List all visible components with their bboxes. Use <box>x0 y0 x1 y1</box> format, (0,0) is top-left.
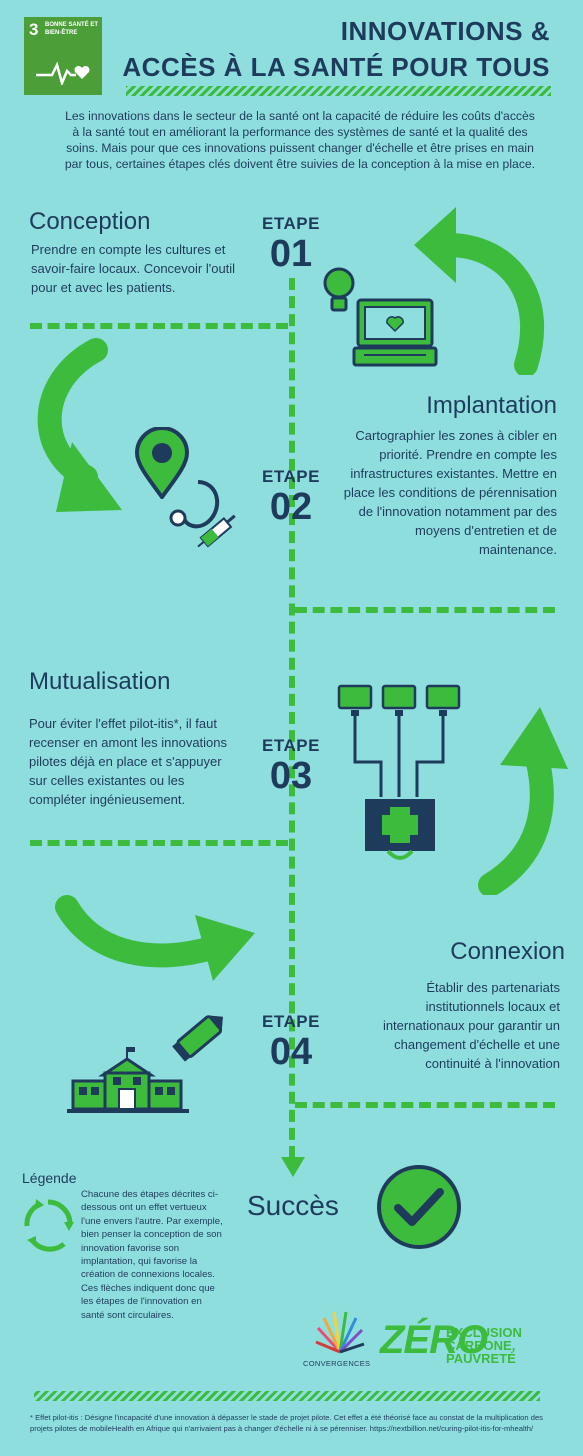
zero-logo-lines: EXCLUSION CARBONE, PAUVRETÉ <box>446 1326 522 1365</box>
syringe-icon <box>197 514 236 548</box>
step-4-marker: ETAPE 04 <box>252 1012 330 1072</box>
step-4-number: 04 <box>269 1031 313 1073</box>
separator-4 <box>295 1102 555 1108</box>
step-2-marker: ETAPE 02 <box>252 467 330 527</box>
step-4-label: ETAPE <box>262 1012 320 1031</box>
step-2-label: ETAPE <box>262 467 320 486</box>
step-4-heading: Connexion <box>450 938 565 965</box>
success-label: Succès <box>247 1190 339 1221</box>
sdg-label: BONNE SANTÉ ET BIEN-ÊTRE <box>45 22 99 36</box>
arrow-up-left-icon <box>414 207 545 375</box>
pencil-icon <box>172 1015 223 1062</box>
intro-text: Les innovations dans le secteur de la sa… <box>64 109 536 171</box>
map-pin-icon <box>134 427 190 499</box>
lightbulb-icon <box>323 267 355 312</box>
zero-line-1: EXCLUSION <box>446 1325 522 1340</box>
laptop-icon <box>352 298 438 367</box>
step-2-heading: Implantation <box>426 392 557 419</box>
separator-2 <box>295 607 555 613</box>
step-2-number: 02 <box>269 486 313 528</box>
zero-line-2: CARBONE, <box>446 1338 516 1353</box>
check-icon <box>377 1165 461 1249</box>
page-title-line2: ACCÈS À LA SANTÉ POUR TOUS <box>122 52 550 82</box>
step-1-marker: ETAPE 01 <box>252 214 330 274</box>
legend-title: Légende <box>22 1170 77 1186</box>
step-3-text: Pour éviter l'effet pilot-itis*, il faut… <box>29 716 228 807</box>
step-4-text: Établir des partenariats institutionnels… <box>382 980 560 1071</box>
step-1-text: Prendre en compte les cultures et savoir… <box>31 242 236 295</box>
cycle-icon <box>24 1199 74 1252</box>
title-underline <box>126 86 551 96</box>
separator-1 <box>30 323 288 329</box>
step-3-marker: ETAPE 03 <box>252 736 330 796</box>
step-1-number: 01 <box>269 233 313 275</box>
convergences-logo-icon <box>315 1311 365 1354</box>
page-title-line1: INNOVATIONS & <box>340 16 550 46</box>
arrow-up-icon <box>478 707 568 895</box>
zero-line-3: PAUVRETÉ <box>446 1351 516 1366</box>
legend-text: Chacune des étapes décrites ci-dessous o… <box>81 1189 223 1321</box>
arrow-down-right-icon <box>37 338 122 512</box>
sdg-badge: 3 BONNE SANTÉ ET BIEN-ÊTRE <box>24 17 102 95</box>
step-1-heading: Conception <box>29 208 151 235</box>
step-1-label: ETAPE <box>262 214 320 233</box>
stethoscope-icon <box>169 480 219 529</box>
footer-stripe <box>34 1391 540 1401</box>
footnote: * Effet pilot-itis : Désigne l'incapacit… <box>30 1413 543 1433</box>
separator-3 <box>30 840 288 846</box>
timeline-line <box>289 278 295 1158</box>
heartbeat-icon <box>36 61 90 85</box>
convergences-logo-text: CONVERGENCES <box>303 1359 371 1368</box>
school-icon <box>67 1047 189 1113</box>
arrow-right-icon <box>55 895 255 981</box>
step-3-heading: Mutualisation <box>29 668 171 695</box>
timeline-arrow-icon <box>281 1157 305 1177</box>
step-2-text: Cartographier les zones à cibler en prio… <box>343 428 557 557</box>
sdg-number: 3 <box>29 20 39 39</box>
step-3-number: 03 <box>269 755 313 797</box>
zero-logo: ZÉRO <box>380 1318 488 1362</box>
medical-kit-icon <box>365 799 435 860</box>
step-3-label: ETAPE <box>262 736 320 755</box>
network-icon <box>337 684 461 797</box>
